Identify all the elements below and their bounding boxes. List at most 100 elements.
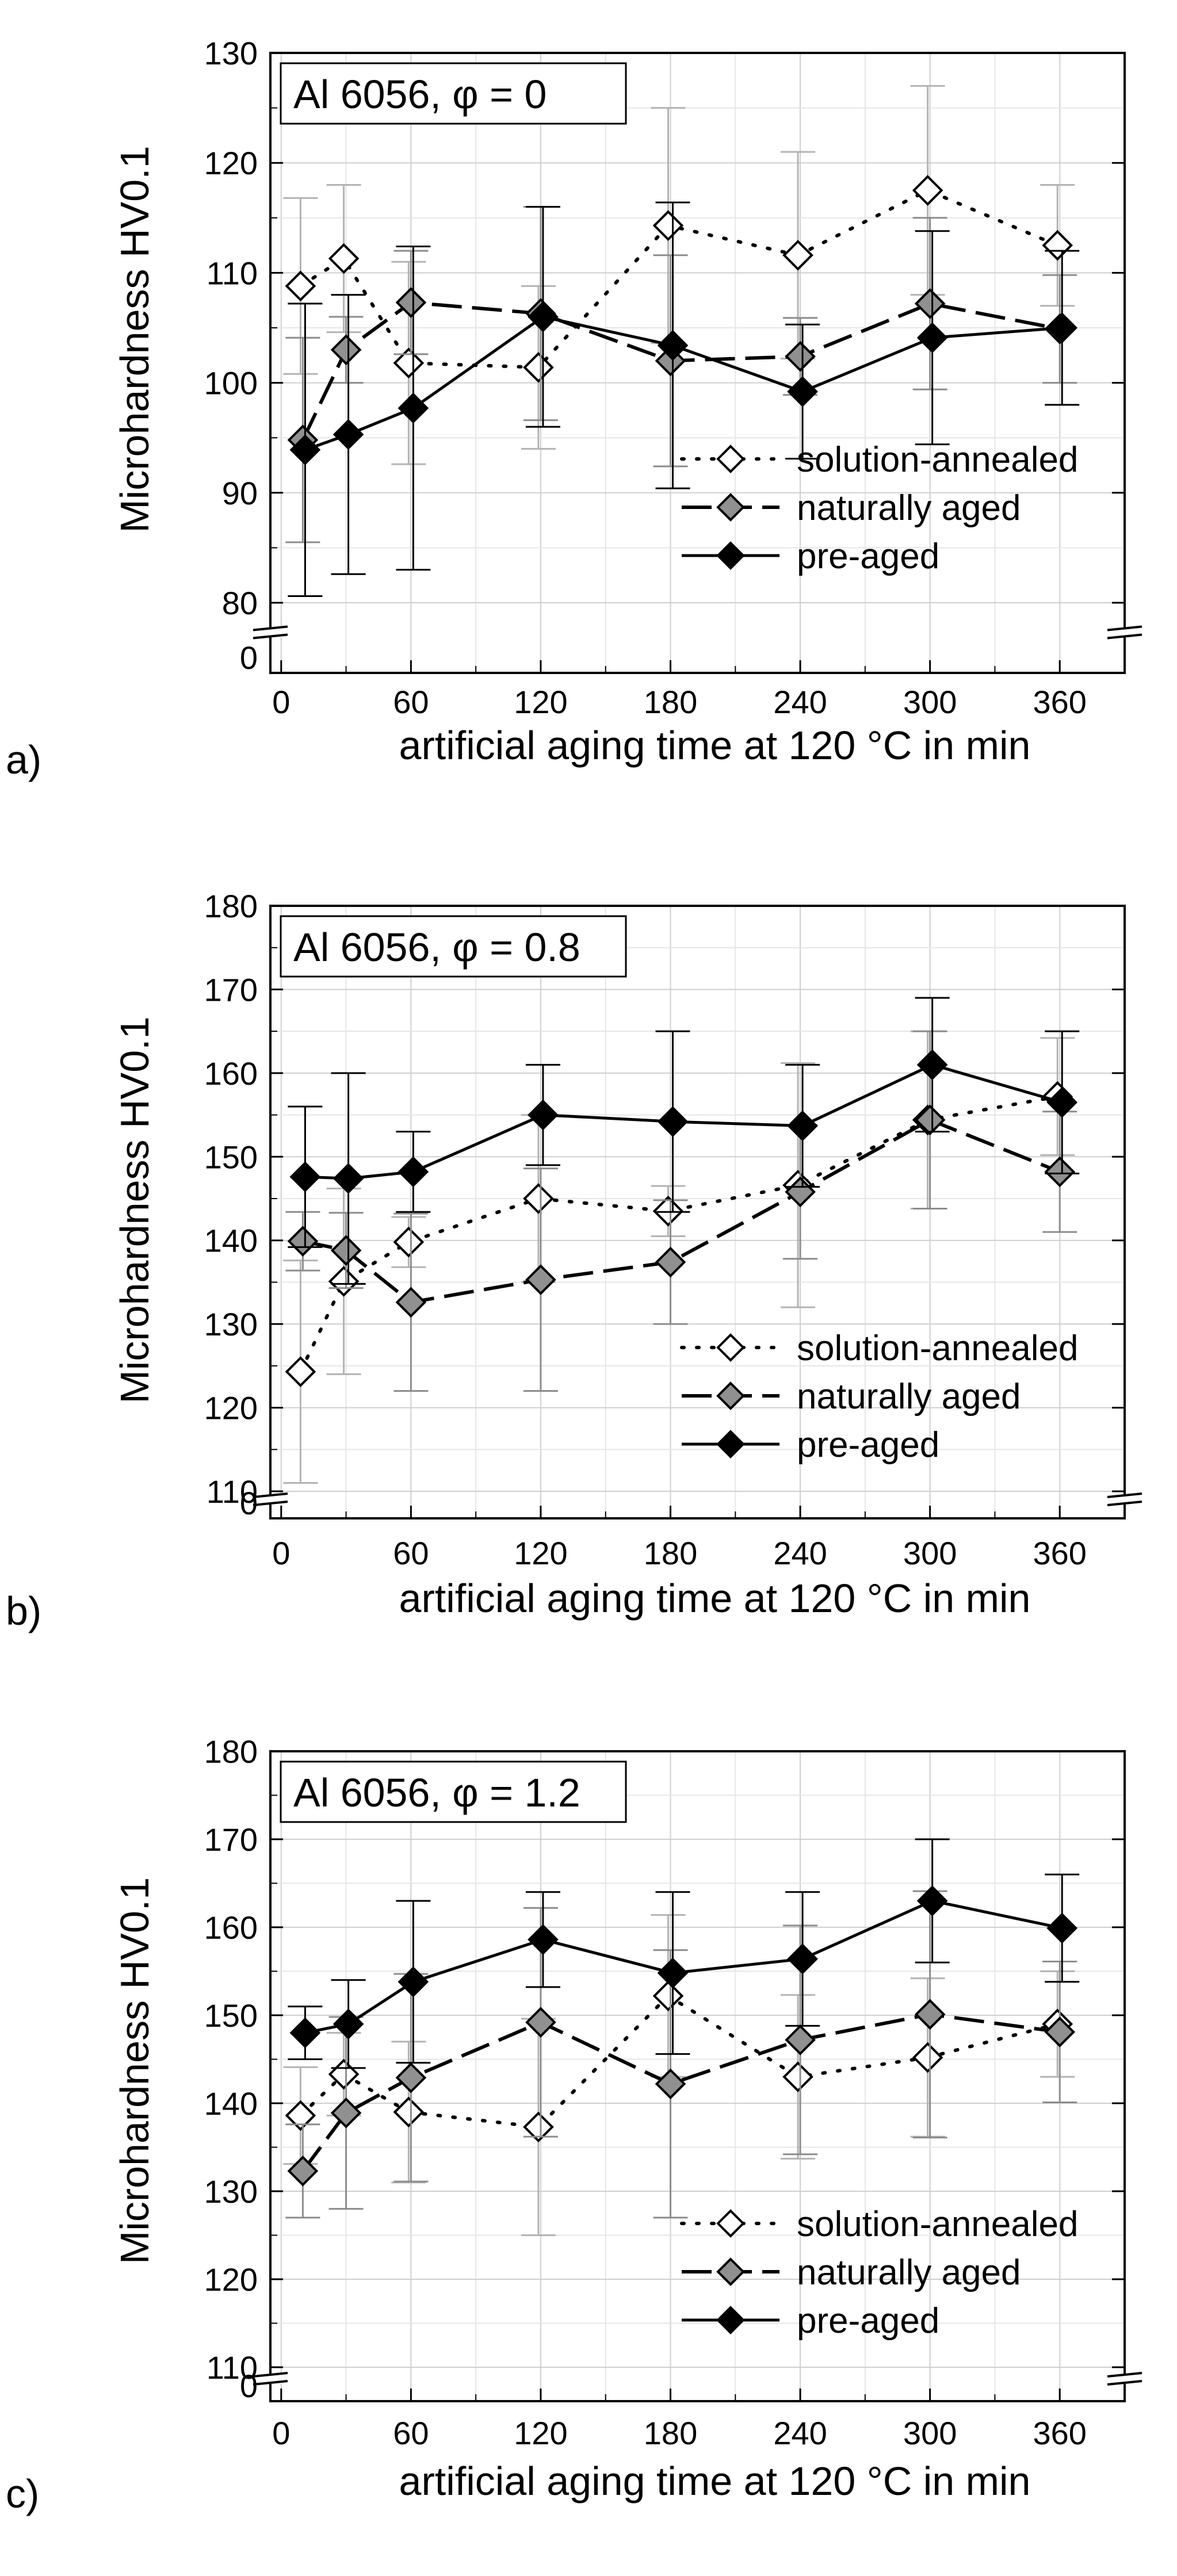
series-line	[299, 188, 1060, 369]
x-tick-label: 60	[393, 2415, 429, 2451]
data-point-marker	[912, 175, 943, 206]
panel-label: c)	[6, 2471, 39, 2516]
data-point-marker	[916, 1049, 948, 1081]
y-tick-label: 130	[204, 35, 258, 71]
y-tick-label: 180	[204, 1733, 258, 1770]
data-point-marker	[287, 1226, 319, 1257]
legend-marker	[716, 2306, 745, 2334]
x-tick-label: 180	[644, 684, 697, 720]
data-point-marker	[914, 1104, 946, 1136]
x-tick-label: 300	[903, 2415, 957, 2451]
data-point-marker	[1042, 229, 1073, 261]
data-point-marker	[330, 1235, 362, 1266]
panel-label: a)	[6, 737, 41, 782]
chart-title: Al 6056, φ = 1.2	[293, 1770, 580, 1815]
series-pre-aged	[288, 997, 1080, 1285]
data-point-marker	[914, 1999, 946, 2030]
data-point-marker	[912, 2042, 943, 2073]
data-point-marker	[785, 2024, 816, 2056]
y-tick-label: 130	[204, 2173, 258, 2210]
panel-label: b)	[6, 1589, 41, 1633]
data-point-marker	[528, 301, 559, 332]
legend-marker	[716, 2257, 745, 2286]
y-zero-label: 0	[240, 2368, 258, 2404]
data-point-marker	[785, 340, 816, 372]
y-tick-label: 170	[204, 971, 258, 1008]
y-tick-label: 150	[204, 1997, 258, 2034]
data-point-marker	[333, 1163, 364, 1194]
data-point-marker	[395, 287, 427, 318]
data-point-marker	[398, 1156, 429, 1188]
chart-title: Al 6056, φ = 0.8	[293, 925, 580, 970]
chart-panel-b: 110 120 130 140 150 160 170 180 00 60 120 180 240 300…	[6, 888, 1142, 1633]
data-point-marker	[287, 2155, 319, 2187]
legend: solution-annealed naturally aged pre-aged	[680, 2204, 1079, 2341]
data-point-marker	[1044, 1156, 1076, 1188]
legend-marker	[716, 1430, 745, 1459]
x-axis-label: artificial aging time at 120 °C in min	[399, 1576, 1031, 1621]
chart-title-box: Al 6056, φ = 1.2	[280, 1760, 627, 1823]
legend-label: naturally aged	[797, 1377, 1021, 1417]
x-tick-label: 300	[903, 1535, 957, 1571]
x-tick-label: 360	[1033, 1535, 1086, 1571]
axis-break-mark	[253, 2372, 288, 2378]
title-box-frame	[280, 1760, 627, 1823]
axis-break-mark	[1107, 625, 1142, 631]
y-tick-label: 160	[204, 1055, 258, 1092]
chart-panel-a: 80 90 100 110 120 130 00 60 120 180 240 300 360artif…	[6, 35, 1142, 782]
data-point-marker	[782, 239, 813, 271]
data-point-marker	[525, 1264, 556, 1295]
data-point-marker	[787, 1943, 818, 1974]
axis-break-mark	[253, 2380, 288, 2386]
data-point-marker	[657, 330, 689, 361]
y-tick-label: 130	[204, 1306, 258, 1342]
x-tick-label: 120	[514, 684, 567, 720]
axis-break-mark	[1107, 2380, 1142, 2386]
x-tick-label: 360	[1033, 2415, 1086, 2451]
y-tick-label: 120	[204, 1390, 258, 1426]
y-tick-label: 140	[204, 2085, 258, 2122]
data-point-marker	[328, 243, 360, 274]
series-line	[301, 2012, 1060, 2172]
data-point-marker	[787, 376, 818, 407]
y-axis-label: Microhardness HV0.1	[112, 146, 157, 533]
y-tick-label: 150	[204, 1139, 258, 1175]
data-point-marker	[328, 1266, 360, 1297]
series-line	[304, 1899, 1063, 2035]
data-point-marker	[916, 322, 948, 354]
legend-marker	[716, 2209, 745, 2238]
axis-break-mark	[1107, 1501, 1142, 1506]
y-tick-label: 110	[207, 1473, 258, 1510]
y-tick-label: 90	[222, 475, 258, 511]
legend-label: pre-aged	[797, 2301, 939, 2341]
data-point-marker	[398, 392, 429, 424]
legend-marker	[716, 445, 745, 473]
axis-break-mark	[253, 625, 288, 631]
y-tick-label: 100	[204, 365, 258, 401]
data-point-marker	[285, 2100, 316, 2131]
data-point-marker	[330, 334, 362, 366]
y-tick-label: 160	[204, 1909, 258, 1946]
y-tick-label: 80	[222, 585, 258, 621]
series-pre-aged	[288, 1838, 1080, 2069]
legend-label: naturally aged	[797, 488, 1021, 528]
legend: solution-annealed naturally aged pre-aged	[680, 440, 1079, 576]
data-point-marker	[393, 347, 425, 379]
data-point-marker	[528, 1924, 559, 1955]
y-tick-label: 120	[204, 145, 258, 181]
legend-label: solution-annealed	[797, 440, 1079, 480]
series-line	[299, 1993, 1060, 2129]
data-point-marker	[914, 288, 946, 319]
chart-title: Al 6056, φ = 0	[293, 72, 547, 117]
x-tick-label: 120	[514, 2415, 567, 2451]
data-point-marker	[657, 1957, 689, 1989]
title-box-frame	[280, 915, 627, 978]
data-point-marker	[1046, 1912, 1078, 1944]
axis-break-mark	[253, 1492, 288, 1498]
y-axis-label: Microhardness HV0.1	[112, 1877, 157, 2264]
legend-label: pre-aged	[797, 537, 939, 576]
data-point-marker	[523, 2111, 554, 2143]
x-tick-label: 0	[272, 1535, 290, 1571]
x-tick-label: 240	[773, 1535, 827, 1571]
y-tick-label: 110	[207, 2349, 258, 2386]
